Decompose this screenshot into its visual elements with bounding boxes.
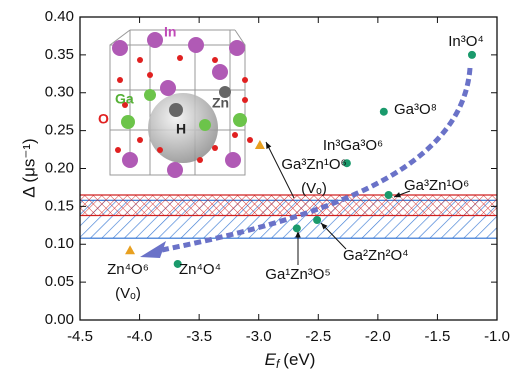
data-point bbox=[384, 191, 393, 200]
point-label: In³O⁴ bbox=[448, 33, 484, 50]
inset-label: Ga bbox=[115, 91, 134, 107]
x-label-unit: (eV) bbox=[283, 350, 315, 369]
data-point bbox=[125, 245, 136, 255]
x-axis-label: Ef (eV) bbox=[265, 350, 316, 371]
leader-line bbox=[265, 141, 295, 199]
band bbox=[80, 195, 497, 216]
inset-label: O bbox=[98, 111, 109, 127]
inset-label: In bbox=[164, 24, 176, 40]
point-label: In³Ga³O⁶ bbox=[323, 137, 383, 154]
inset-label: H bbox=[176, 121, 186, 137]
x-label-symbol: E bbox=[265, 350, 277, 369]
y-tick-label: 0.20 bbox=[45, 159, 74, 176]
x-tick-label: -4.5 bbox=[67, 328, 93, 345]
point-label: Zn⁴O⁶ bbox=[107, 261, 149, 278]
y-tick-label: 0.15 bbox=[45, 197, 74, 214]
x-tick-label: -3.0 bbox=[246, 328, 272, 345]
x-tick-label: -1.0 bbox=[484, 328, 510, 345]
data-point bbox=[292, 224, 301, 233]
inset-structure: In Ga Zn O H bbox=[98, 24, 253, 178]
data-point bbox=[254, 140, 265, 150]
point-label: Ga³Zn¹O⁶ bbox=[281, 156, 346, 173]
x-tick-label: -4.0 bbox=[127, 328, 153, 345]
data-point bbox=[342, 159, 351, 168]
leader-arrowhead bbox=[394, 192, 401, 198]
y-tick-label: 0.35 bbox=[45, 46, 74, 63]
data-point bbox=[467, 50, 476, 59]
y-tick-label: 0.25 bbox=[45, 122, 74, 139]
point-label: Zn⁴O⁴ bbox=[179, 261, 221, 278]
y-tick-label: 0.00 bbox=[45, 311, 74, 328]
x-label-subscript: f bbox=[276, 357, 281, 371]
point-label: Ga³O⁸ bbox=[394, 101, 437, 118]
x-tick-label: -2.0 bbox=[365, 328, 391, 345]
leader-arrowhead bbox=[266, 142, 272, 149]
data-point bbox=[313, 216, 322, 225]
leader-arrowhead bbox=[295, 231, 301, 238]
y-tick-label: 0.40 bbox=[45, 8, 74, 25]
y-tick-label: 0.10 bbox=[45, 235, 74, 252]
x-tick-label: -2.5 bbox=[305, 328, 331, 345]
point-label: Ga³Zn¹O⁶ bbox=[404, 177, 469, 194]
inset-label: Zn bbox=[212, 95, 229, 111]
bands bbox=[80, 194, 497, 239]
trend-arrow bbox=[161, 67, 473, 253]
data-point bbox=[173, 259, 182, 268]
leader-arrowhead bbox=[321, 223, 328, 230]
point-label: (Vₒ) bbox=[115, 285, 141, 302]
point-label: Ga²Zn²O⁴ bbox=[343, 247, 409, 264]
trend-arrowhead bbox=[140, 241, 166, 258]
y-tick-label: 0.05 bbox=[45, 273, 74, 290]
point-label: (Vₒ) bbox=[301, 180, 327, 197]
point-label: Ga¹Zn³O⁵ bbox=[265, 266, 330, 283]
y-tick-label: 0.30 bbox=[45, 84, 74, 101]
x-tick-label: -1.5 bbox=[424, 328, 450, 345]
y-axis-label: Δ (μs⁻¹) bbox=[19, 138, 38, 197]
x-tick-label: -3.5 bbox=[186, 328, 212, 345]
data-point bbox=[379, 107, 388, 116]
